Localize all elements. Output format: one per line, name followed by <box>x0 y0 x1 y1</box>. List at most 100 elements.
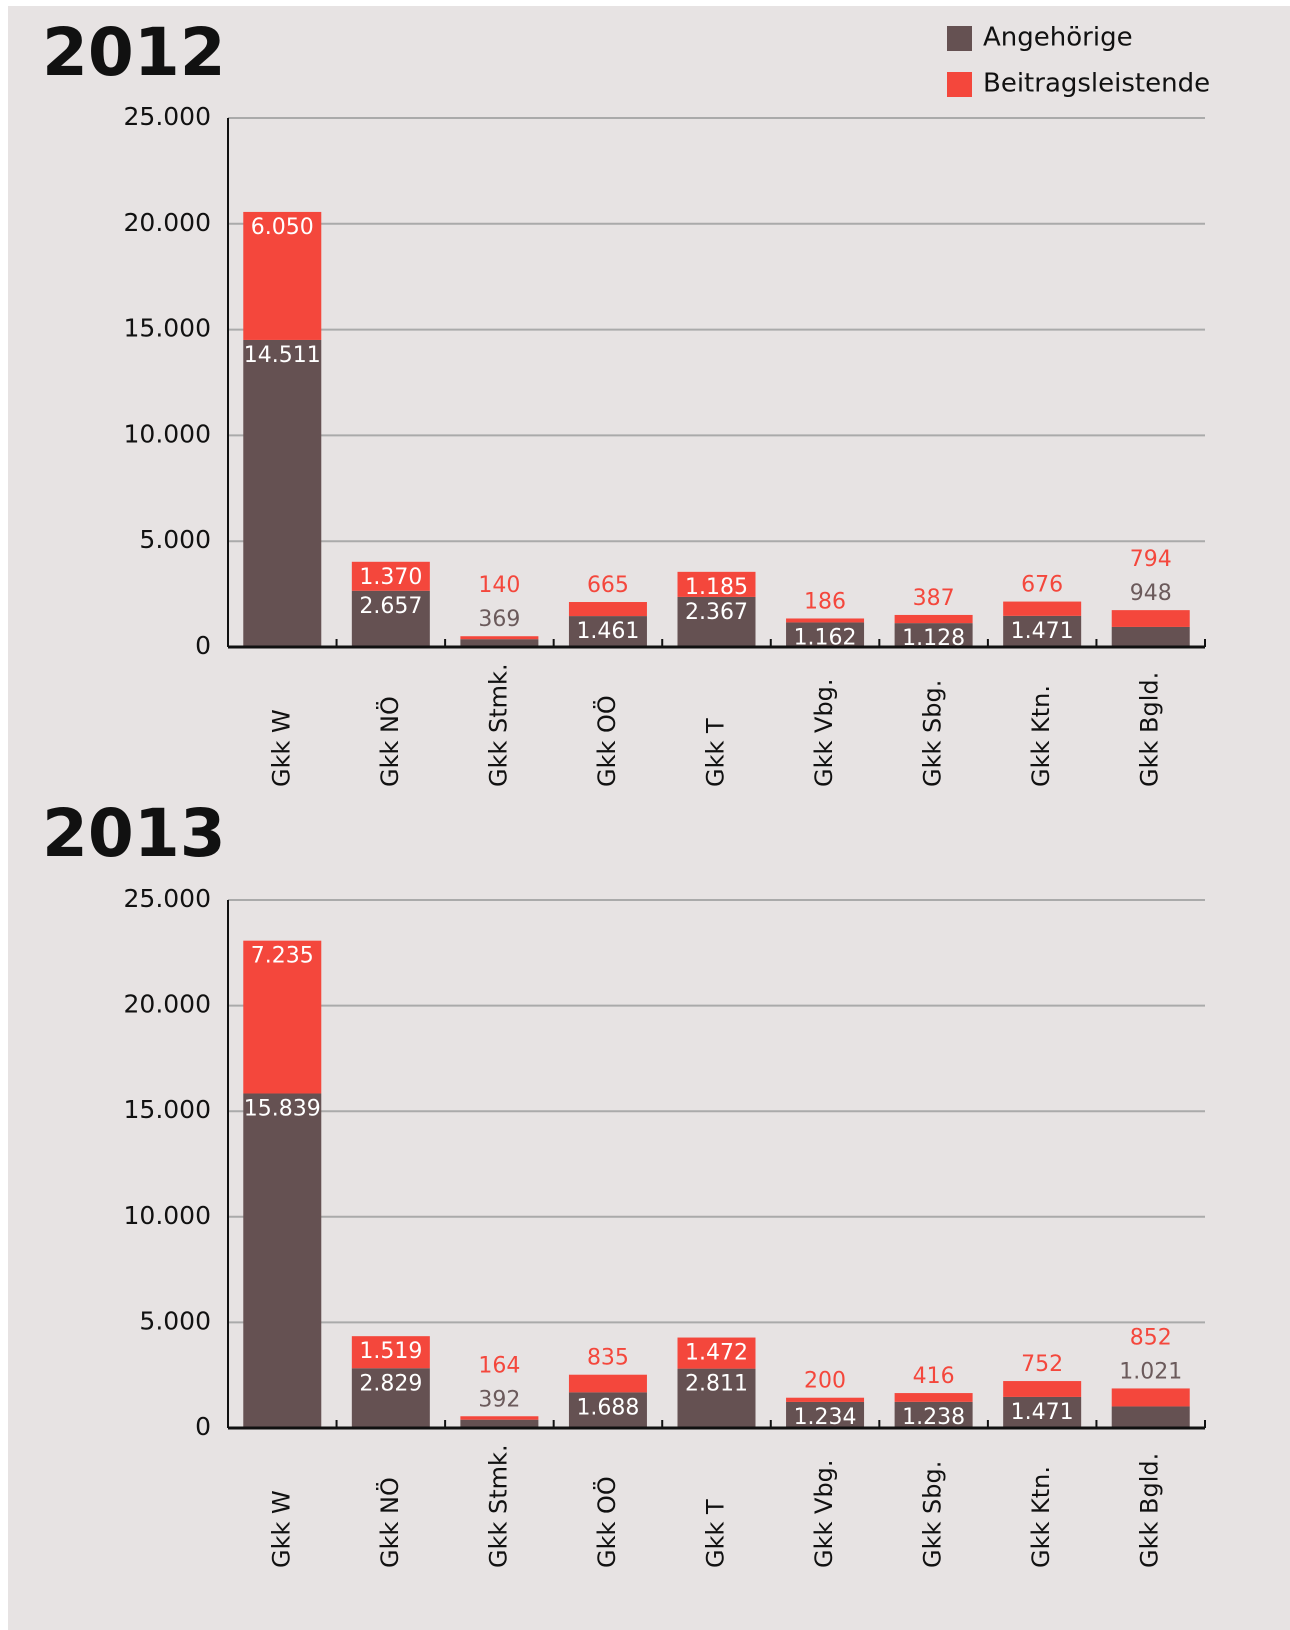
data-label: 1.370 <box>359 565 422 590</box>
x-tick-label: Gkk Sbg. <box>919 680 947 787</box>
data-label: 752 <box>1021 1352 1063 1377</box>
data-label: 392 <box>478 1387 520 1412</box>
data-label: 1.461 <box>576 619 639 644</box>
bar-segment <box>460 636 539 640</box>
x-tick-label: Gkk Vbg. <box>810 678 838 787</box>
y-tick-label: 10.000 <box>124 1201 211 1230</box>
bar-segment <box>243 940 322 1094</box>
bar-segment <box>351 590 430 647</box>
bar-segment <box>786 622 865 647</box>
bar-segment <box>568 1392 647 1428</box>
x-tick-label: Gkk NÖ <box>375 1477 404 1568</box>
bar-segment <box>351 1336 430 1369</box>
y-tick-label: 0 <box>195 631 211 660</box>
x-tick-label: Gkk Ktn. <box>1027 1466 1055 1568</box>
bar-segment <box>243 1093 322 1428</box>
data-label: 1.234 <box>794 1405 857 1430</box>
legend-label: Angehörige <box>983 23 1133 53</box>
data-label: 14.511 <box>244 343 321 368</box>
bar-segment <box>1003 615 1082 647</box>
data-label: 140 <box>478 573 520 598</box>
bar-segment <box>894 1393 973 1402</box>
bar-segment <box>460 1416 539 1420</box>
x-tick-label: Gkk T <box>702 1499 730 1568</box>
x-tick-label: Gkk Ktn. <box>1027 685 1055 787</box>
data-label: 186 <box>804 589 846 614</box>
bar-segment <box>1003 601 1082 616</box>
x-tick-label: Gkk Bgld. <box>1136 1453 1164 1568</box>
x-tick-label: Gkk OÖ <box>592 1476 621 1568</box>
data-label: 6.050 <box>251 215 314 240</box>
bar-segment <box>568 1374 647 1393</box>
legend-swatch <box>947 72 972 97</box>
bar-segment <box>243 211 322 340</box>
bar-segment <box>1003 1381 1082 1397</box>
bar-segment <box>460 1419 539 1428</box>
data-label: 1.021 <box>1119 1359 1182 1384</box>
data-label: 852 <box>1130 1325 1172 1350</box>
data-label: 1.185 <box>685 575 748 600</box>
bar-segment <box>351 561 430 591</box>
bar-segment <box>243 339 322 647</box>
chart-title: 2012 <box>42 14 226 91</box>
data-label: 7.235 <box>251 944 314 969</box>
bar-segment <box>1111 610 1190 627</box>
y-tick-label: 20.000 <box>124 990 211 1019</box>
x-tick-label: Gkk W <box>267 709 295 787</box>
bar-segment <box>351 1368 430 1428</box>
legend-swatch <box>947 26 972 51</box>
bar-segment <box>894 1401 973 1428</box>
legend-label: Beitragsleistende <box>983 69 1210 99</box>
bar-segment <box>568 602 647 617</box>
data-label: 948 <box>1130 581 1172 606</box>
data-label: 164 <box>478 1353 520 1378</box>
bar-segment <box>677 1337 756 1369</box>
bar-segment <box>677 1368 756 1428</box>
bar-segment <box>786 1397 865 1402</box>
x-tick-label: Gkk OÖ <box>592 695 621 787</box>
data-label: 794 <box>1130 547 1172 572</box>
data-label: 200 <box>804 1369 846 1394</box>
bar-segment <box>894 623 973 647</box>
x-tick-label: Gkk Stmk. <box>484 1444 512 1568</box>
bar-segment <box>568 616 647 647</box>
data-label: 387 <box>913 586 955 611</box>
data-label: 2.811 <box>685 1372 748 1397</box>
data-label: 1.471 <box>1011 1400 1074 1425</box>
bar-segment <box>677 571 756 597</box>
data-label: 2.829 <box>359 1371 422 1396</box>
bar-segment <box>1111 1406 1190 1428</box>
x-tick-label: Gkk Sbg. <box>919 1461 947 1568</box>
data-label: 369 <box>478 607 520 632</box>
bar-segment <box>1111 626 1190 647</box>
bar-segment <box>894 614 973 624</box>
data-label: 1.472 <box>685 1341 748 1366</box>
data-label: 835 <box>587 1346 629 1371</box>
bar-segment <box>677 596 756 647</box>
y-tick-label: 25.000 <box>124 102 211 131</box>
y-tick-label: 5.000 <box>139 1306 211 1335</box>
background <box>8 6 1290 1630</box>
x-tick-label: Gkk Bgld. <box>1136 672 1164 787</box>
data-label: 416 <box>913 1364 955 1389</box>
x-tick-label: Gkk NÖ <box>375 696 404 787</box>
data-label: 665 <box>587 573 629 598</box>
data-label: 1.238 <box>902 1405 965 1430</box>
data-label: 676 <box>1021 573 1063 598</box>
y-tick-label: 15.000 <box>124 314 211 343</box>
bar-segment <box>1111 1388 1190 1407</box>
bar-segment <box>786 1401 865 1428</box>
y-tick-label: 10.000 <box>124 419 211 448</box>
y-tick-label: 15.000 <box>124 1095 211 1124</box>
x-tick-label: Gkk T <box>702 718 730 787</box>
x-tick-label: Gkk Vbg. <box>810 1459 838 1568</box>
data-label: 15.839 <box>244 1096 321 1121</box>
y-tick-label: 20.000 <box>124 208 211 237</box>
bar-segment <box>460 639 539 647</box>
bar-segment <box>786 618 865 623</box>
chart-title: 2013 <box>42 795 226 872</box>
data-label: 1.471 <box>1011 619 1074 644</box>
y-tick-label: 5.000 <box>139 525 211 554</box>
